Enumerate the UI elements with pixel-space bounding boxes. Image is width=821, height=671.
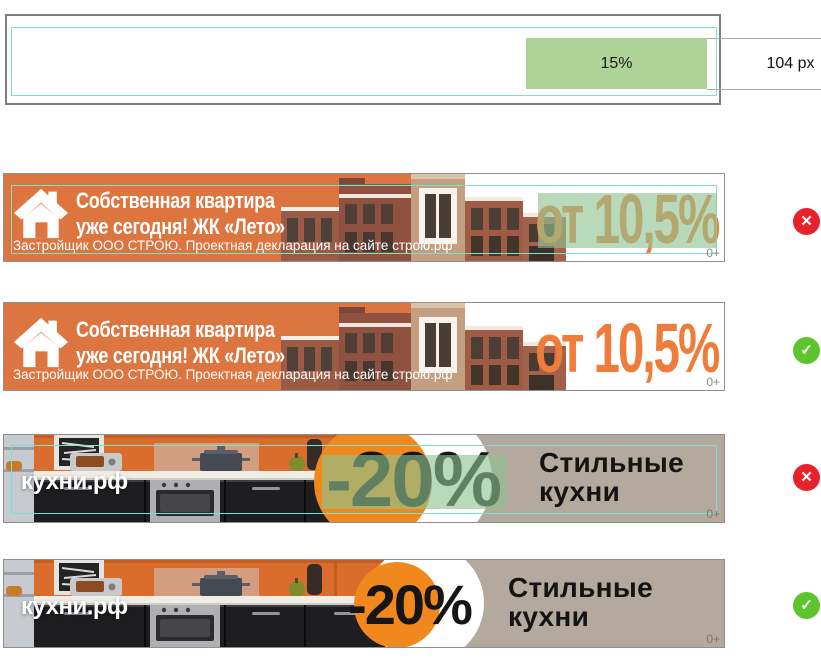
check-glyph: ✓ [800,597,813,614]
banner-promo-rate: от 10,5% [534,309,720,387]
headline-line1: Собственная квартира [76,188,275,213]
banner-example-kitchen-rejected: -20% кухни.рф Стильные кухни 0+ [3,434,725,523]
check-glyph: ✓ [800,342,813,359]
headline-line1: Собственная квартира [76,317,275,342]
restricted-zone-overlay [322,455,506,509]
title-line2: кухни [539,476,621,507]
rejected-icon: ✕ [793,208,820,235]
age-label: 0+ [706,375,720,389]
age-label: 0+ [706,632,720,646]
dimension-line-top [707,38,821,39]
banner-example-kitchen-approved: -20% кухни.рф Стильные кухни 0+ [3,559,725,648]
headline-line2: уже сегодня! ЖК «Лето» [76,214,285,239]
age-label: 0+ [706,246,720,260]
rejected-icon: ✕ [793,464,820,491]
x-glyph: ✕ [800,469,813,486]
brand-logo-text: кухни.рф [21,593,128,620]
diagram-restricted-zone: 15% [526,38,707,89]
banner-headline: Собственная квартира уже сегодня! ЖК «Ле… [76,317,285,369]
banner-disclaimer: Застройщик ООО СТРОЮ. Проектная декларац… [13,367,453,382]
banner-disclaimer: Застройщик ООО СТРОЮ. Проектная декларац… [13,238,453,253]
discount-value: -20% [348,573,473,636]
title-line2: кухни [508,601,590,632]
restricted-zone-overlay [538,193,717,248]
house-icon [14,317,68,368]
approved-icon: ✓ [793,592,820,619]
title-line1: Стильные [539,447,684,478]
banner-example-realty-approved: Собственная квартира уже сегодня! ЖК «Ле… [3,302,725,391]
title-line1: Стильные [508,572,653,603]
approved-icon: ✓ [793,337,820,364]
age-label: 0+ [706,507,720,521]
dimension-line-bottom [707,89,821,90]
brand-logo-text: кухни.рф [21,468,128,495]
x-glyph: ✕ [800,213,813,230]
safe-area-guide [11,445,717,514]
banner-title: Стильные кухни [508,573,653,631]
banner-title: Стильные кухни [539,448,684,506]
text-panel-background [444,560,724,647]
dimension-label: 104 px [766,55,815,72]
diagram-safe-area-guide [11,27,717,96]
headline-line2: уже сегодня! ЖК «Лето» [76,343,285,368]
banner-example-realty-rejected: Собственная квартира уже сегодня! ЖК «Ле… [3,173,725,262]
discount-circle [354,562,440,647]
banner-headline: Собственная квартира уже сегодня! ЖК «Ле… [76,188,285,240]
zone-percent-label: 15% [600,54,633,72]
